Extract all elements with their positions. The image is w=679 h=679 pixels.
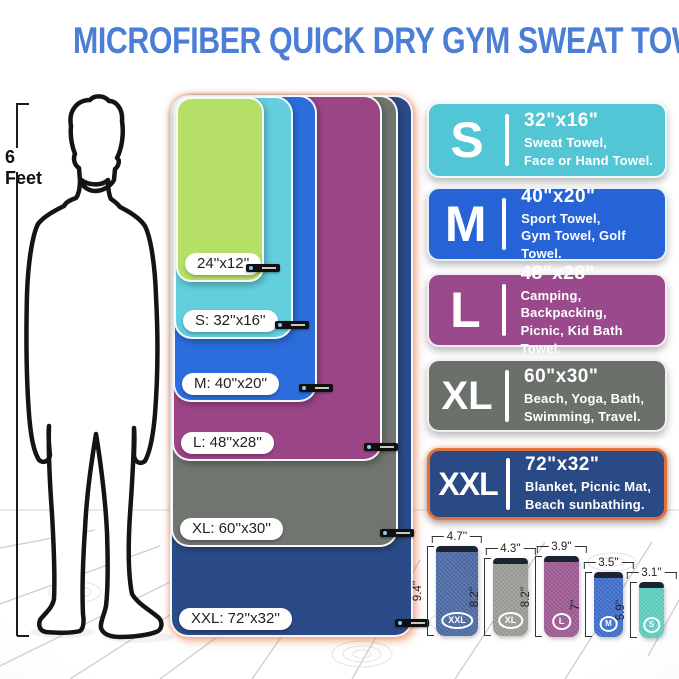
height-measure-label: 8.2'' <box>520 586 532 607</box>
folded-towel-l: 3.9'' 8.2'' L <box>520 541 587 637</box>
folded-towel-m: 3.5'' 7'' M <box>570 557 634 637</box>
folded-towel-body: L <box>544 556 579 637</box>
card-size-letter: XL <box>441 373 493 418</box>
brand-tag-icon <box>380 529 414 537</box>
folded-towel-body: XL <box>493 558 528 636</box>
towel-edge-band <box>493 558 528 564</box>
towel-edge-band <box>639 582 664 588</box>
height-measure-line <box>535 556 542 637</box>
card-use-line1: Beach, Yoga, Bath, <box>524 390 645 406</box>
card-divider <box>502 198 507 250</box>
towel-edge-band <box>594 572 623 578</box>
card-dimensions: 60"x30" <box>524 365 599 387</box>
towel-s-size-pill: S: 32''x16'' <box>183 310 278 332</box>
card-dimensions: 32"x16" <box>524 110 599 132</box>
brand-tag-icon <box>275 321 309 329</box>
width-measure: 3.5'' <box>583 556 634 569</box>
folded-towel-body: S <box>639 582 664 638</box>
card-divider <box>505 114 509 166</box>
towel-mini-size-pill: 24''x12'' <box>185 253 262 275</box>
folded-size-badge: L <box>551 613 572 630</box>
brand-tag-icon <box>246 264 280 272</box>
measure-bottom-tick <box>17 635 29 637</box>
towel-edge-band <box>436 546 478 552</box>
height-measure-label: 7'' <box>570 599 582 610</box>
folded-towel-xxl: 4.7'' 9.4'' XXL <box>412 531 483 636</box>
card-use-line1: Sport Towel, <box>521 210 601 226</box>
folded-size-badge: XXL <box>441 612 473 629</box>
card-size-letter: S <box>450 112 484 168</box>
height-measure-label: 8.2'' <box>469 586 481 608</box>
height-label: 6 Feet <box>5 147 43 188</box>
card-dimensions: 72"x32" <box>525 454 600 476</box>
height-measure-line <box>484 558 491 636</box>
height-measure-line <box>585 572 592 637</box>
size-card-s: S 32"x16" Sweat Towel, Face or Hand Towe… <box>427 102 667 178</box>
folded-size-badge: XL <box>497 612 524 629</box>
card-size-letter: L <box>450 282 481 338</box>
towel-mini: 24''x12'' <box>176 97 280 282</box>
card-use-line1: Sweat Towel, <box>524 135 608 151</box>
folded-towel-xl: 4.3'' 8.2'' XL <box>469 543 536 636</box>
towel-edge-band <box>544 556 579 562</box>
card-dimensions: 40"x20" <box>521 185 596 207</box>
height-measure-line <box>427 546 434 636</box>
folded-towel-s: 3.1'' 5.9'' S <box>615 567 677 638</box>
size-card-xxl: XXL 72"x32" Blanket, Picnic Mat, Beach s… <box>427 448 667 520</box>
card-dimensions: 48"x28" <box>520 262 595 284</box>
size-card-m: M 40"x20" Sport Towel, Gym Towel, Golf T… <box>427 185 667 261</box>
folded-towel-body: M <box>594 572 623 637</box>
size-card-l: L 48"x28" Camping, Backpacking, Picnic, … <box>427 263 667 356</box>
towel-xl-size-pill: XL: 60''x30'' <box>180 518 284 540</box>
height-measure-label: 5.9'' <box>615 599 627 621</box>
card-size-letter: M <box>444 196 487 252</box>
brand-tag-icon <box>364 443 398 451</box>
card-size-letter: XXL <box>438 466 498 502</box>
card-use-line1: Blanket, Picnic Mat, <box>525 479 652 495</box>
towel-m-size-pill: M: 40''x20'' <box>182 373 280 395</box>
measure-top-tick <box>17 103 29 105</box>
width-measure: 4.7'' <box>431 530 483 543</box>
height-measure-line <box>630 582 637 638</box>
card-divider <box>505 369 509 422</box>
measure-line-lower <box>16 172 18 636</box>
brand-tag-icon <box>395 619 429 627</box>
page-title: MICROFIBER QUICK DRY GYM SWEAT TOWEL <box>72 20 679 61</box>
card-use-line2: Beach sunbathing. <box>525 497 645 512</box>
width-measure: 3.9'' <box>536 540 587 553</box>
person-silhouette <box>24 94 164 640</box>
card-use-line2: Swimming, Travel. <box>524 408 641 424</box>
card-divider <box>501 284 506 336</box>
width-measure: 3.1'' <box>626 566 677 579</box>
towel-xxl-size-pill: XXL: 72''x32'' <box>179 608 293 630</box>
brand-tag-icon <box>299 384 333 392</box>
card-use-line2: Face or Hand Towel. <box>524 153 654 168</box>
measure-line-upper <box>16 103 18 148</box>
folded-size-badge: S <box>642 617 661 633</box>
width-measure: 4.3'' <box>485 542 536 555</box>
folded-towel-body: XXL <box>436 546 478 636</box>
card-use-line2: Picnic, Kid Bath Towel. <box>520 323 623 356</box>
card-use-line1: Camping, Backpacking, <box>520 287 607 321</box>
height-measure-label: 9.4'' <box>412 580 424 602</box>
folded-size-badge: M <box>599 616 618 632</box>
card-divider <box>506 458 510 510</box>
card-use-line2: Gym Towel, Golf Towel. <box>521 228 626 261</box>
towel-l-size-pill: L: 48''x28'' <box>181 432 275 454</box>
size-card-xl: XL 60"x30" Beach, Yoga, Bath, Swimming, … <box>427 359 667 432</box>
